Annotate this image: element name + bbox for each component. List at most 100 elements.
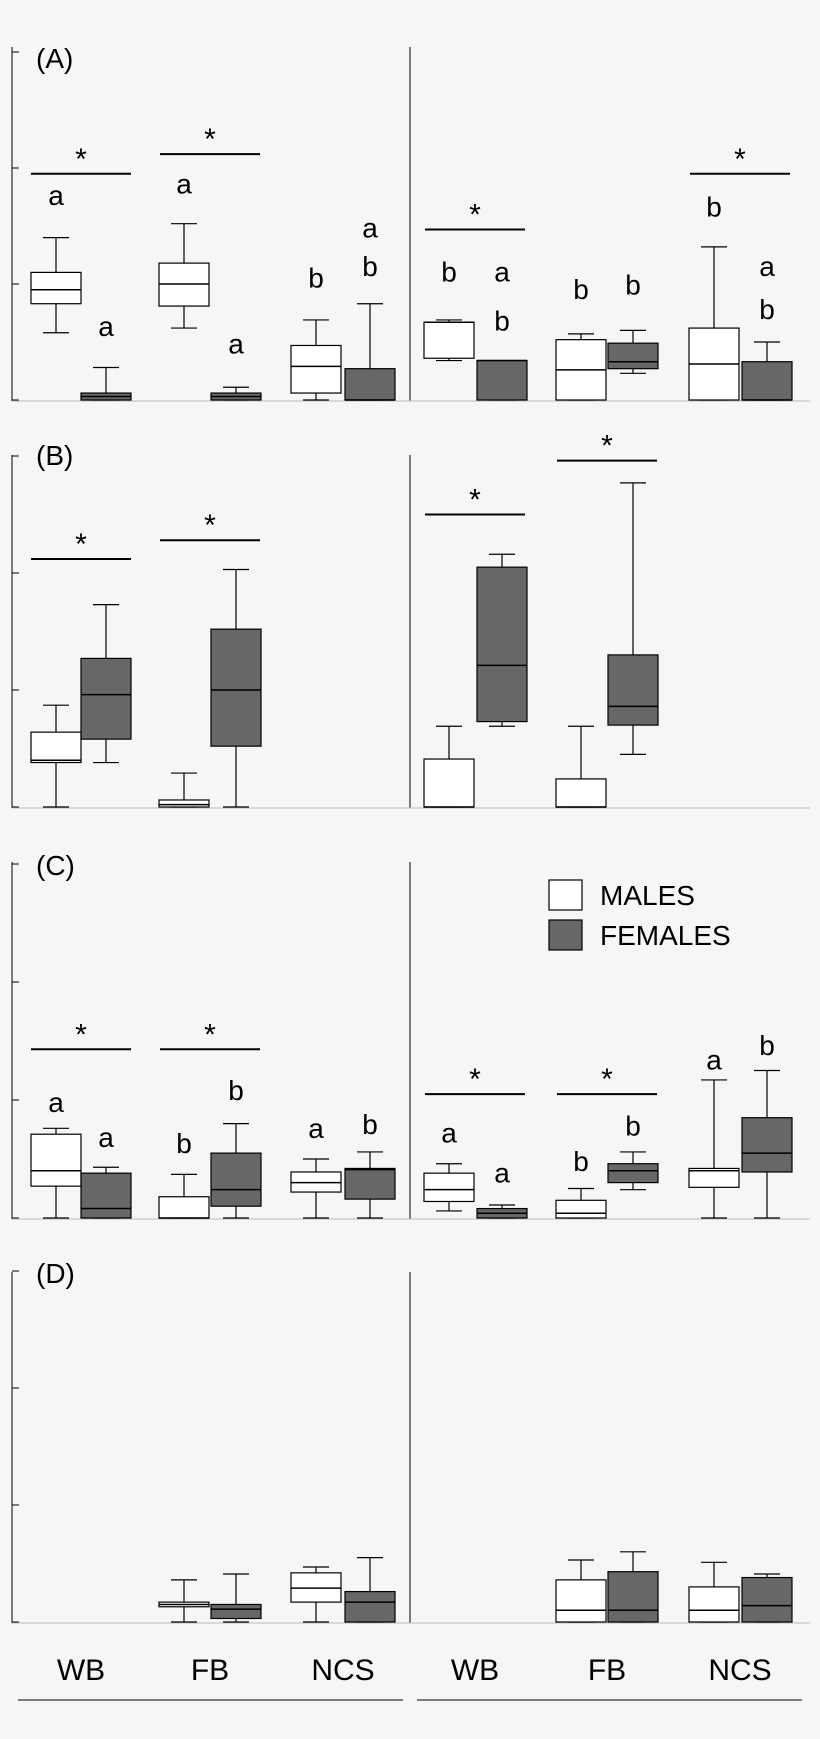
group-letter: b xyxy=(176,1128,192,1159)
iqr-box xyxy=(158,799,210,808)
group-letter: a xyxy=(308,1113,324,1144)
box-left-ncs-males xyxy=(290,1566,342,1623)
significance-asterisk: * xyxy=(75,1018,87,1051)
box-right-fb-males xyxy=(555,1187,607,1219)
group-letter: b xyxy=(308,262,324,293)
significance-asterisk: * xyxy=(469,484,481,517)
group-letter: b xyxy=(625,1110,641,1141)
group-letter: a xyxy=(48,1087,64,1118)
iqr-box xyxy=(30,1133,82,1187)
iqr-box xyxy=(607,1571,659,1623)
significance-asterisk: * xyxy=(204,509,216,542)
significance-right-wb: * xyxy=(425,1063,525,1096)
group-letter: a xyxy=(494,257,510,288)
iqr-box xyxy=(555,1579,607,1623)
group-letter: a xyxy=(441,1117,457,1148)
box-right-wb-females xyxy=(476,359,528,401)
iqr-box xyxy=(344,1167,396,1200)
box-right-ncs-females xyxy=(741,1573,793,1623)
legend-swatch xyxy=(548,919,583,951)
group-letter: b xyxy=(759,294,775,325)
group-letter: b xyxy=(759,1030,775,1061)
box-left-fb-males xyxy=(158,223,210,329)
box-right-wb-males xyxy=(423,319,475,362)
significance-right-wb: * xyxy=(425,484,525,517)
x-tick-label: WB xyxy=(451,1654,499,1687)
box-left-fb-females xyxy=(210,386,262,401)
iqr-box xyxy=(741,361,793,401)
iqr-box xyxy=(210,628,262,747)
box-right-wb-females xyxy=(476,1204,528,1219)
x-tick-label: WB xyxy=(57,1654,105,1687)
panel-b: (B) * * * * xyxy=(11,430,810,809)
group-letter: a xyxy=(228,329,244,360)
iqr-box xyxy=(555,778,607,808)
group-letter: a xyxy=(362,213,378,244)
significance-asterisk: * xyxy=(469,198,481,231)
box-right-wb-males xyxy=(423,725,475,808)
significance-asterisk: * xyxy=(204,1018,216,1051)
iqr-box xyxy=(741,1117,793,1173)
significance-left-wb: * xyxy=(31,143,131,176)
group-letter: a xyxy=(176,169,192,200)
significance-asterisk: * xyxy=(734,143,746,176)
iqr-box xyxy=(210,1152,262,1207)
significance-left-fb: * xyxy=(160,123,260,156)
x-tick-label: NCS xyxy=(311,1654,374,1687)
significance-asterisk: * xyxy=(601,430,613,463)
iqr-box xyxy=(30,731,82,764)
box-left-fb-males xyxy=(158,772,210,808)
iqr-box xyxy=(80,657,132,740)
iqr-box xyxy=(423,1172,475,1203)
box-left-fb-males xyxy=(158,1173,210,1219)
significance-left-fb: * xyxy=(160,509,260,542)
box-left-fb-females xyxy=(210,1573,262,1623)
box-left-wb-males xyxy=(30,704,82,808)
significance-right-fb: * xyxy=(557,430,657,463)
group-letter: b xyxy=(228,1075,244,1106)
significance-right-fb: * xyxy=(557,1063,657,1096)
box-left-ncs-males xyxy=(290,1158,342,1219)
group-letter: b xyxy=(573,274,589,305)
box-left-ncs-females xyxy=(344,1557,396,1623)
iqr-box xyxy=(476,566,528,723)
panel-d: (D) xyxy=(11,1258,810,1624)
group-letter: a xyxy=(98,311,114,342)
box-right-fb-males xyxy=(555,725,607,808)
box-left-wb-females xyxy=(80,366,132,401)
box-right-ncs-males xyxy=(688,1561,740,1623)
iqr-box xyxy=(30,271,82,305)
group-letter: a xyxy=(98,1122,114,1153)
group-letter: b xyxy=(494,305,510,336)
box-right-ncs-females xyxy=(741,341,793,401)
iqr-box xyxy=(607,1163,659,1184)
iqr-box xyxy=(607,342,659,370)
box-left-fb-females xyxy=(210,1122,262,1219)
legend-swatch xyxy=(548,879,583,911)
iqr-box xyxy=(423,321,475,359)
group-letter: a xyxy=(706,1044,722,1075)
legend: MALES FEMALES xyxy=(548,879,731,951)
x-tick-label: FB xyxy=(191,1654,229,1687)
group-letter: b xyxy=(362,251,378,282)
box-right-wb-females xyxy=(476,553,528,727)
panel-label: (D) xyxy=(36,1258,75,1289)
box-left-wb-females xyxy=(80,603,132,764)
box-right-fb-females xyxy=(607,329,659,374)
group-letter: a xyxy=(494,1158,510,1189)
box-left-wb-males xyxy=(30,1127,82,1219)
x-axis-labels: WB FB NCS WB FB NCS xyxy=(18,1654,802,1701)
legend-item-males: MALES xyxy=(548,879,695,911)
significance-asterisk: * xyxy=(75,528,87,561)
box-right-fb-males xyxy=(555,333,607,401)
box-left-ncs-females xyxy=(344,1151,396,1219)
group-letter: a xyxy=(48,180,64,211)
iqr-box xyxy=(423,758,475,808)
box-left-ncs-females xyxy=(344,303,396,401)
group-letter: a xyxy=(759,251,775,282)
panel-label: (C) xyxy=(36,850,75,881)
box-right-fb-females xyxy=(607,1151,659,1191)
significance-right-ncs: * xyxy=(690,143,790,176)
